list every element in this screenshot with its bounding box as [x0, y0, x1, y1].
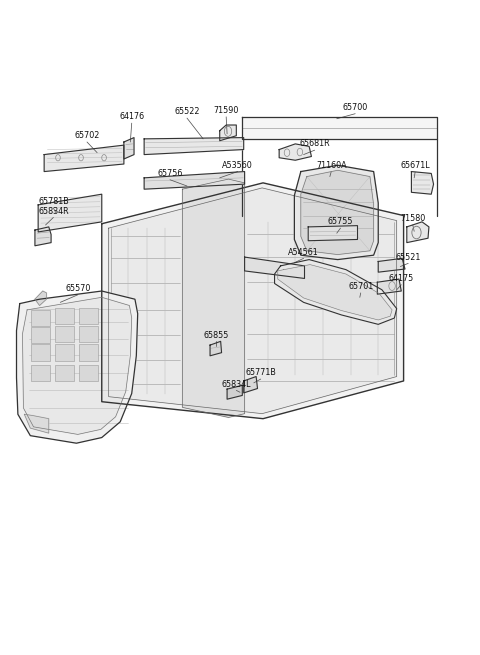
Polygon shape	[411, 172, 433, 194]
Polygon shape	[275, 259, 396, 324]
Bar	[31, 327, 50, 343]
Text: 65834R: 65834R	[38, 207, 69, 215]
Polygon shape	[108, 188, 396, 414]
Polygon shape	[16, 291, 138, 443]
Bar	[31, 345, 50, 361]
Bar	[31, 365, 50, 381]
Polygon shape	[278, 265, 392, 320]
Text: 71580: 71580	[400, 214, 425, 223]
Polygon shape	[182, 179, 245, 417]
Bar	[79, 326, 98, 342]
Bar	[55, 345, 74, 361]
Polygon shape	[23, 297, 132, 434]
Polygon shape	[35, 227, 51, 246]
Polygon shape	[38, 194, 102, 232]
Text: 65570: 65570	[65, 284, 91, 293]
Polygon shape	[378, 258, 405, 272]
Bar	[79, 308, 98, 324]
Text: 65781B: 65781B	[38, 197, 69, 206]
Polygon shape	[44, 145, 124, 172]
Bar	[79, 345, 98, 361]
Polygon shape	[144, 138, 244, 155]
Polygon shape	[144, 172, 245, 189]
Polygon shape	[245, 257, 304, 278]
Text: 65756: 65756	[157, 169, 183, 178]
Text: 65755: 65755	[328, 217, 353, 227]
Bar	[31, 310, 50, 326]
Text: 65701: 65701	[348, 282, 373, 291]
Polygon shape	[308, 225, 358, 241]
Text: 65834L: 65834L	[222, 380, 251, 388]
Polygon shape	[102, 183, 404, 419]
Polygon shape	[24, 414, 49, 433]
Polygon shape	[242, 117, 437, 139]
Bar	[79, 365, 98, 381]
Text: 65681R: 65681R	[300, 140, 330, 149]
Text: 71160A: 71160A	[316, 160, 347, 170]
Text: 65671L: 65671L	[400, 161, 430, 170]
Bar	[55, 308, 74, 324]
Polygon shape	[294, 165, 378, 259]
Polygon shape	[227, 385, 242, 399]
Polygon shape	[279, 144, 312, 160]
Polygon shape	[220, 125, 236, 141]
Text: 64176: 64176	[119, 113, 144, 121]
Polygon shape	[377, 279, 401, 294]
Text: 65855: 65855	[204, 331, 229, 339]
Bar	[55, 365, 74, 381]
Polygon shape	[407, 222, 429, 242]
Text: A53560: A53560	[222, 160, 253, 170]
Bar	[55, 326, 74, 342]
Text: 65700: 65700	[343, 103, 368, 112]
Text: 64175: 64175	[389, 274, 414, 283]
Text: 65702: 65702	[74, 131, 100, 140]
Text: 65771B: 65771B	[245, 368, 276, 377]
Polygon shape	[301, 170, 373, 255]
Text: A54561: A54561	[288, 248, 319, 257]
Text: 65521: 65521	[396, 253, 421, 261]
Text: 71590: 71590	[214, 106, 239, 115]
Polygon shape	[35, 291, 47, 305]
Polygon shape	[244, 377, 257, 393]
Polygon shape	[124, 138, 134, 159]
Polygon shape	[210, 341, 222, 356]
Text: 65522: 65522	[174, 107, 200, 117]
